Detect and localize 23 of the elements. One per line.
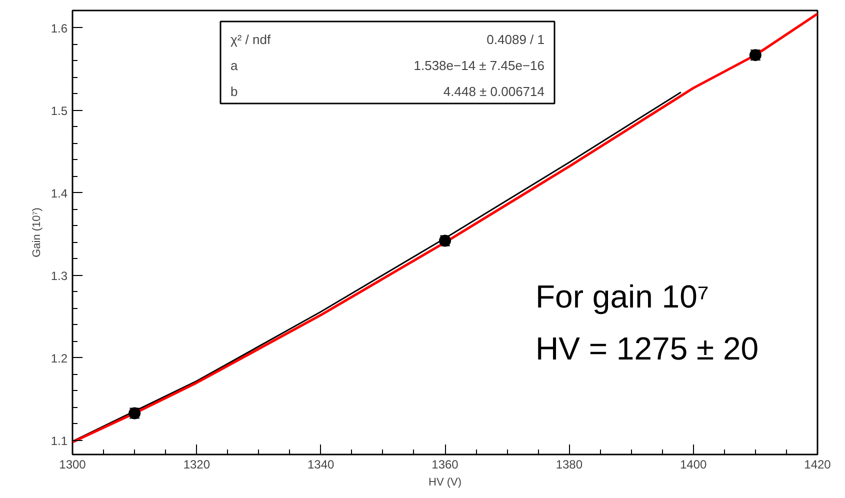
y-tick-label: 1.1 <box>50 434 68 448</box>
annotation: 4.448 ± 0.006714 <box>443 84 545 99</box>
x-tick-label: 1360 <box>432 458 459 472</box>
y-tick-label: 1.2 <box>50 351 68 366</box>
x-tick-label: 1400 <box>680 458 708 472</box>
annotation: For gain 10⁷ <box>536 278 709 314</box>
x-axis-title: HV (V) <box>428 476 462 488</box>
y-tick-label: 1.6 <box>50 21 68 36</box>
y-tick-label: 1.5 <box>50 104 68 118</box>
y-tick-label: 1.3 <box>50 268 68 283</box>
annotation: b <box>230 84 238 99</box>
annotation: 1.538e−14 ± 7.45e−16 <box>414 58 545 73</box>
annotation: 0.4089 / 1 <box>486 32 544 47</box>
x-tick-label: 1420 <box>804 458 832 472</box>
annotation: χ² / ndf <box>230 32 271 47</box>
annotation: a <box>230 58 238 73</box>
x-tick-label: 1320 <box>183 458 210 472</box>
y-tick-label: 1.4 <box>50 186 68 200</box>
y-axis-title: Gain (10⁷) <box>30 208 43 258</box>
annotation: HV = 1275 ± 20 <box>536 330 759 366</box>
x-tick-label: 1340 <box>307 458 335 472</box>
x-tick-label: 1300 <box>59 458 86 472</box>
x-tick-label: 1380 <box>556 458 583 472</box>
